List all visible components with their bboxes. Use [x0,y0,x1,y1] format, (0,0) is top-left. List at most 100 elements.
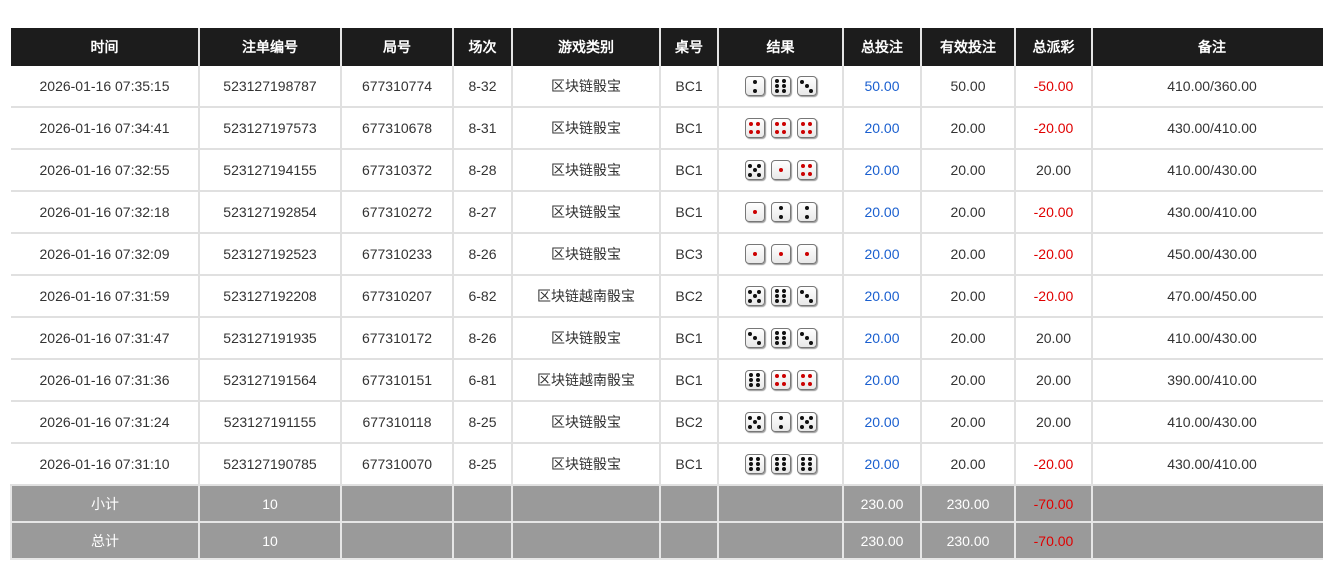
header-game-type: 游戏类别 [511,28,660,66]
die-6-icon [770,76,791,96]
die-2-icon [770,202,791,222]
cell-round: 677310372 [340,149,453,192]
dice-result [744,160,817,180]
cell-table-no: BC1 [659,149,718,192]
cell-table-no: BC2 [659,401,718,444]
cell-round: 677310678 [340,107,453,150]
table-row: 2026-01-16 07:32:18 523127192854 677310272… [11,191,1323,234]
cell-total-bet: 20.00 [842,149,921,192]
cell-note: 470.00/450.00 [1091,275,1323,318]
cell-time: 2026-01-16 07:31:10 [11,443,199,486]
empty-cell [452,522,512,560]
cell-round: 677310070 [340,443,453,486]
cell-session: 6-82 [452,275,512,318]
total-valid-bet: 230.00 [920,522,1015,560]
cell-total-bet: 20.00 [842,191,921,234]
cell-table-no: BC1 [659,66,718,108]
cell-valid-bet: 20.00 [920,359,1015,402]
total-count: 10 [198,522,341,560]
cell-result [717,317,843,360]
cell-note: 410.00/430.00 [1091,401,1323,444]
cell-total-bet: 20.00 [842,275,921,318]
dice-result [744,328,817,348]
cell-bet-id: 523127194155 [198,149,341,192]
cell-result [717,275,843,318]
die-3-icon [796,328,817,348]
cell-total-bet: 20.00 [842,359,921,402]
cell-round: 677310272 [340,191,453,234]
die-4-icon [770,118,791,138]
cell-total-bet: 20.00 [842,443,921,486]
cell-game-type: 区块链骰宝 [511,191,660,234]
die-2-icon [796,202,817,222]
cell-bet-id: 523127192854 [198,191,341,234]
subtotal-payout: -70.00 [1014,485,1092,523]
die-6-icon [744,370,765,390]
cell-game-type: 区块链越南骰宝 [511,359,660,402]
cell-game-type: 区块链骰宝 [511,443,660,486]
die-1-icon [744,202,765,222]
cell-payout: 20.00 [1014,401,1092,444]
cell-bet-id: 523127191935 [198,317,341,360]
table-row: 2026-01-16 07:31:24 523127191155 677310118… [11,401,1323,444]
cell-bet-id: 523127198787 [198,66,341,108]
cell-payout: -20.00 [1014,107,1092,150]
cell-payout: 20.00 [1014,359,1092,402]
cell-game-type: 区块链骰宝 [511,107,660,150]
cell-result [717,359,843,402]
cell-time: 2026-01-16 07:32:09 [11,233,199,276]
cell-valid-bet: 20.00 [920,317,1015,360]
die-2-icon [744,76,765,96]
die-6-icon [770,454,791,474]
cell-result [717,66,843,108]
cell-payout: 20.00 [1014,317,1092,360]
cell-session: 8-25 [452,401,512,444]
cell-valid-bet: 20.00 [920,443,1015,486]
die-2-icon [770,412,791,432]
cell-table-no: BC1 [659,107,718,150]
header-round: 局号 [340,28,453,66]
cell-round: 677310774 [340,66,453,108]
subtotal-count: 10 [198,485,341,523]
empty-cell [511,522,660,560]
cell-table-no: BC1 [659,317,718,360]
empty-cell [659,485,718,523]
cell-time: 2026-01-16 07:31:59 [11,275,199,318]
die-5-icon [744,160,765,180]
dice-result [744,202,817,222]
bet-records-table: 时间 注单编号 局号 场次 游戏类别 桌号 结果 总投注 有效投注 总派彩 备注 2026-01-1… [10,28,1323,560]
empty-cell [511,485,660,523]
cell-session: 8-25 [452,443,512,486]
cell-time: 2026-01-16 07:31:36 [11,359,199,402]
cell-result [717,107,843,150]
cell-bet-id: 523127191155 [198,401,341,444]
table-row: 2026-01-16 07:31:10 523127190785 677310070… [11,443,1323,486]
cell-game-type: 区块链骰宝 [511,149,660,192]
die-4-icon [796,370,817,390]
cell-bet-id: 523127197573 [198,107,341,150]
empty-cell [717,522,843,560]
cell-table-no: BC1 [659,191,718,234]
cell-note: 410.00/430.00 [1091,149,1323,192]
header-table-no: 桌号 [659,28,718,66]
cell-valid-bet: 20.00 [920,275,1015,318]
die-4-icon [796,160,817,180]
cell-note: 410.00/430.00 [1091,317,1323,360]
table-row: 2026-01-16 07:31:59 523127192208 677310207… [11,275,1323,318]
table-row: 2026-01-16 07:35:15 523127198787 677310774… [11,66,1323,108]
cell-bet-id: 523127192523 [198,233,341,276]
cell-valid-bet: 20.00 [920,401,1015,444]
total-row: 总计 10 230.00 230.00 -70.00 [10,522,1323,560]
header-result: 结果 [717,28,843,66]
cell-game-type: 区块链越南骰宝 [511,275,660,318]
cell-session: 8-26 [452,233,512,276]
cell-session: 8-32 [452,66,512,108]
cell-payout: -50.00 [1014,66,1092,108]
die-4-icon [770,370,791,390]
table-row: 2026-01-16 07:34:41 523127197573 677310678… [11,107,1323,150]
cell-note: 430.00/410.00 [1091,191,1323,234]
dice-result [744,244,817,264]
table-header: 时间 注单编号 局号 场次 游戏类别 桌号 结果 总投注 有效投注 总派彩 备注 [11,28,1323,66]
cell-note: 430.00/410.00 [1091,443,1323,486]
cell-note: 390.00/410.00 [1091,359,1323,402]
